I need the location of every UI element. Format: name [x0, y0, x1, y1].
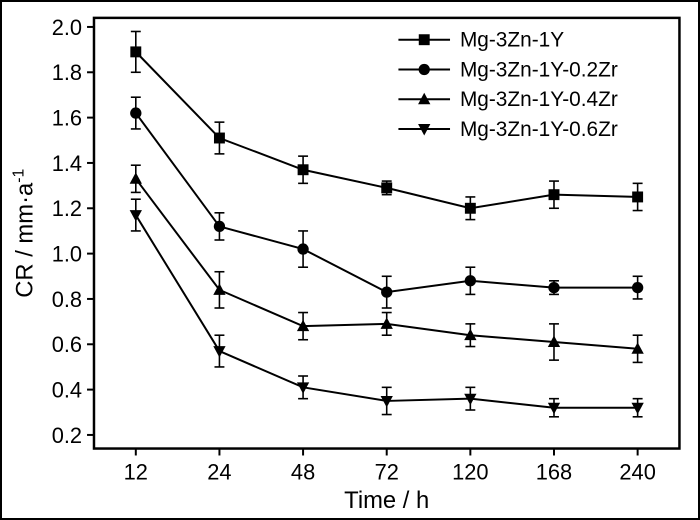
x-tick-label: 168	[536, 459, 572, 484]
data-point-marker-triangle-down	[464, 393, 477, 406]
x-tick-label: 12	[124, 459, 148, 484]
data-point-marker-circle	[130, 107, 142, 119]
data-point-marker-square	[548, 189, 560, 201]
data-point-marker-circle	[297, 243, 309, 255]
data-point-marker-circle	[464, 275, 477, 287]
data-point-marker-triangle-up	[296, 319, 310, 332]
data-point-marker-triangle-up	[547, 335, 561, 347]
x-tick-label: 48	[291, 459, 315, 484]
data-point-marker-circle	[381, 286, 393, 298]
legend-marker-triangle-down	[418, 124, 431, 136]
data-point-marker-square	[130, 46, 142, 58]
legend-marker-circle	[418, 63, 430, 76]
legend-label: Mg-3Zn-1Y	[460, 29, 564, 52]
data-point-marker-triangle-up	[464, 328, 477, 341]
y-tick-label: 0.4	[52, 378, 82, 403]
x-axis-title: Time / h	[344, 487, 429, 514]
y-tick-label: 0.6	[52, 332, 82, 357]
data-point-marker-circle	[548, 281, 560, 294]
data-point-marker-triangle-down	[547, 402, 561, 415]
x-tick-label: 120	[452, 459, 488, 484]
data-point-marker-triangle-up	[129, 172, 142, 184]
legend-marker-square	[418, 34, 430, 46]
y-tick-label: 1.6	[52, 106, 82, 131]
y-tick-label: 0.2	[52, 423, 82, 448]
data-point-marker-circle	[213, 220, 226, 233]
legend-marker-triangle-up	[418, 92, 431, 105]
data-point-marker-triangle-up	[213, 283, 226, 295]
x-tick-label: 24	[207, 459, 231, 484]
plot-frame	[92, 16, 681, 450]
series-line-3	[134, 214, 638, 409]
data-point-marker-triangle-up	[380, 317, 393, 329]
data-point-marker-square	[464, 202, 476, 214]
data-point-marker-square	[213, 132, 225, 144]
legend-label: Mg-3Zn-1Y-0.6Zr	[460, 118, 618, 141]
legend-label: Mg-3Zn-1Y-0.2Zr	[460, 58, 618, 81]
data-point-marker-square	[632, 191, 644, 203]
data-point-marker-circle	[631, 281, 644, 294]
y-tick-label: 1.4	[52, 151, 82, 176]
data-point-marker-square	[381, 182, 393, 194]
y-tick-label: 1.2	[52, 196, 82, 221]
data-point-marker-triangle-down	[129, 210, 142, 222]
data-point-marker-triangle-down	[296, 382, 310, 394]
y-tick-label: 0.8	[52, 287, 82, 312]
data-point-marker-square	[297, 164, 309, 176]
x-tick-label: 240	[619, 459, 655, 484]
data-point-marker-triangle-up	[631, 342, 644, 354]
data-point-marker-triangle-down	[213, 346, 226, 358]
data-point-marker-triangle-down	[631, 402, 644, 415]
y-tick-label: 2.0	[52, 15, 82, 40]
legend-label: Mg-3Zn-1Y-0.4Zr	[460, 88, 618, 111]
data-point-marker-triangle-down	[380, 395, 393, 408]
y-tick-label: 1.8	[52, 60, 82, 85]
y-tick-label: 1.0	[52, 242, 82, 267]
y-axis-title: CR / mm·a-1	[11, 168, 39, 297]
x-tick-label: 72	[375, 459, 399, 484]
